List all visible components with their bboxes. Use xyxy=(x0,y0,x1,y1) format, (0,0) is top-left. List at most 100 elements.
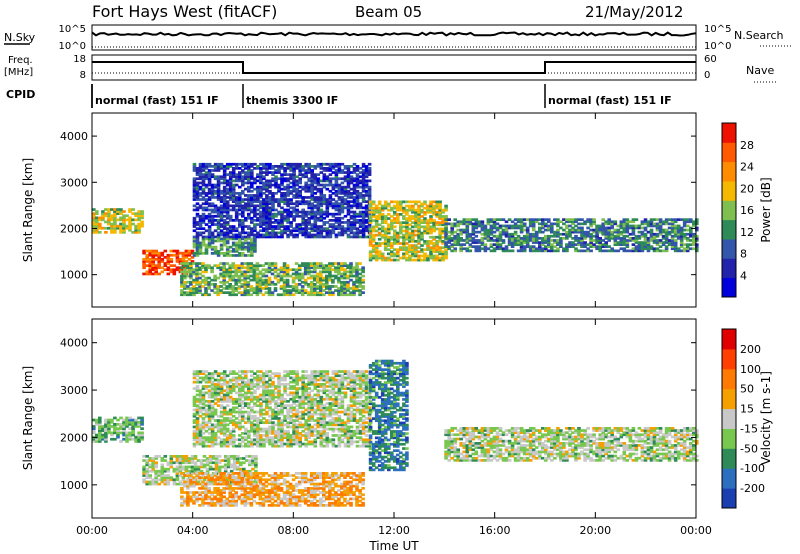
heatmap-cell xyxy=(402,206,406,210)
heatmap-cell xyxy=(142,266,146,270)
heatmap-cell xyxy=(122,425,126,428)
heatmap-cell xyxy=(241,223,245,226)
heatmap-cell xyxy=(261,280,266,284)
heatmap-cell xyxy=(223,457,228,460)
heatmap-cell xyxy=(234,495,238,499)
heatmap-cell xyxy=(316,280,320,284)
heatmap-cell xyxy=(399,213,403,216)
heatmap-cell xyxy=(316,235,321,239)
heatmap-cell xyxy=(267,478,272,482)
heatmap-cell xyxy=(107,212,111,215)
heatmap-cell xyxy=(195,287,199,290)
heatmap-cell xyxy=(519,224,524,228)
heatmap-cell xyxy=(231,262,235,265)
heatmap-cell xyxy=(283,171,287,174)
heatmap-cell xyxy=(355,183,360,187)
heatmap-cell xyxy=(658,239,663,242)
power-heatmap xyxy=(92,162,699,297)
heatmap-cell xyxy=(328,177,333,181)
heatmap-cell xyxy=(240,285,245,288)
heatmap-cell xyxy=(228,285,232,288)
heatmap-cell xyxy=(240,293,245,297)
heatmap-cell xyxy=(589,249,593,253)
heatmap-cell xyxy=(486,220,491,224)
heatmap-cell xyxy=(204,165,209,168)
heatmap-cell xyxy=(92,429,96,433)
heatmap-cell xyxy=(294,262,299,265)
heatmap-cell xyxy=(316,278,320,282)
heatmap-cell xyxy=(192,229,197,233)
heatmap-cell xyxy=(250,243,254,247)
heatmap-cell xyxy=(358,291,362,294)
heatmap-cell xyxy=(634,234,639,238)
heatmap-cell xyxy=(184,256,189,259)
heatmap-cell xyxy=(414,229,418,233)
heatmap-cell xyxy=(283,162,287,166)
heatmap-cell xyxy=(253,179,257,183)
heatmap-cell xyxy=(383,229,388,233)
heatmap-cell xyxy=(274,200,278,203)
heatmap-cell xyxy=(198,227,203,230)
heatmap-cell xyxy=(175,478,180,482)
heatmap-cell xyxy=(277,189,281,193)
heatmap-cell xyxy=(607,249,611,253)
heatmap-cell xyxy=(258,493,263,497)
heatmap-cell xyxy=(240,478,245,482)
heatmap-cell xyxy=(556,234,560,238)
heatmap-cell xyxy=(325,214,330,218)
heatmap-cell xyxy=(247,173,251,176)
heatmap-cell xyxy=(222,196,227,199)
heatmap-cell xyxy=(328,169,333,172)
heatmap-cell xyxy=(544,239,548,242)
heatmap-cell xyxy=(276,493,281,497)
heatmap-cell xyxy=(531,222,536,226)
heatmap-cell xyxy=(441,219,445,222)
heatmap-cell xyxy=(519,241,524,244)
heatmap-cell xyxy=(277,187,281,191)
heatmap-cell xyxy=(249,497,254,501)
heatmap-cell xyxy=(273,504,278,507)
heatmap-cell xyxy=(450,226,454,230)
heatmap-cell xyxy=(169,270,174,274)
heatmap-cell xyxy=(504,228,509,232)
heatmap-cell xyxy=(261,268,266,272)
heatmap-cell xyxy=(492,220,497,224)
heatmap-cell xyxy=(393,200,397,204)
heatmap-cell xyxy=(225,204,230,208)
heatmap-cell xyxy=(325,235,330,239)
heatmap-cell xyxy=(95,212,99,215)
heatmap-cell xyxy=(151,262,155,265)
heatmap-cell xyxy=(474,249,479,253)
heatmap-cell xyxy=(219,489,223,492)
heatmap-cell xyxy=(486,237,491,240)
heatmap-cell xyxy=(417,204,421,208)
heatmap-cell xyxy=(210,223,215,226)
heatmap-cell xyxy=(234,198,239,201)
heatmap-cell xyxy=(259,181,263,185)
heatmap-cell xyxy=(426,208,430,212)
colorbar-tick-label: 16 xyxy=(740,204,754,217)
heatmap-cell xyxy=(495,241,500,244)
heatmap-cell xyxy=(274,214,278,218)
heatmap-cell xyxy=(396,248,400,251)
heatmap-cell xyxy=(241,241,245,245)
heatmap-cell xyxy=(316,173,321,176)
heatmap-cell xyxy=(534,220,539,224)
heatmap-cell xyxy=(107,423,111,426)
heatmap-cell xyxy=(249,480,254,484)
heatmap-cell xyxy=(213,235,218,239)
heatmap-cell xyxy=(154,253,158,257)
heatmap-cell xyxy=(264,480,269,484)
heatmap-cell xyxy=(238,212,242,216)
heatmap-cell xyxy=(300,272,305,276)
heatmap-cell xyxy=(119,423,123,426)
heatmap-cell xyxy=(420,215,424,218)
heatmap-cell xyxy=(513,239,518,242)
heatmap-cell xyxy=(352,192,357,195)
heatmap-cell xyxy=(589,224,593,228)
heatmap-cell xyxy=(456,234,460,238)
heatmap-cell xyxy=(207,245,212,249)
heatmap-cell xyxy=(142,467,146,471)
heatmap-cell xyxy=(262,192,266,195)
heatmap-cell xyxy=(255,474,260,477)
